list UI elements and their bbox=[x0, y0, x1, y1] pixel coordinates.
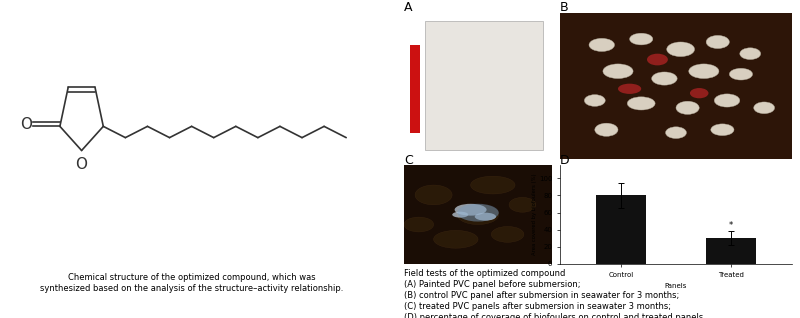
Text: O: O bbox=[20, 117, 32, 132]
Ellipse shape bbox=[647, 54, 668, 66]
Ellipse shape bbox=[652, 72, 677, 85]
Ellipse shape bbox=[603, 64, 633, 79]
Ellipse shape bbox=[404, 217, 434, 232]
Text: B: B bbox=[560, 1, 569, 14]
Text: O: O bbox=[75, 157, 88, 172]
Ellipse shape bbox=[740, 48, 761, 59]
Ellipse shape bbox=[458, 204, 498, 222]
Ellipse shape bbox=[627, 97, 655, 110]
Text: *: * bbox=[729, 221, 734, 230]
Ellipse shape bbox=[454, 204, 486, 216]
Ellipse shape bbox=[754, 102, 774, 114]
Bar bbox=[706, 238, 756, 264]
Ellipse shape bbox=[452, 212, 468, 218]
Ellipse shape bbox=[509, 197, 536, 212]
Y-axis label: Area covered by biofoulers (%): Area covered by biofoulers (%) bbox=[532, 174, 537, 255]
Ellipse shape bbox=[630, 33, 653, 45]
Ellipse shape bbox=[474, 213, 496, 221]
Ellipse shape bbox=[714, 94, 740, 107]
Ellipse shape bbox=[689, 64, 719, 79]
Ellipse shape bbox=[458, 205, 498, 225]
Ellipse shape bbox=[706, 35, 730, 49]
Ellipse shape bbox=[434, 231, 478, 248]
Ellipse shape bbox=[491, 226, 524, 242]
Ellipse shape bbox=[415, 185, 452, 205]
Ellipse shape bbox=[666, 127, 686, 139]
Ellipse shape bbox=[666, 42, 694, 57]
Text: A: A bbox=[404, 1, 413, 14]
Bar bbox=[410, 45, 420, 133]
Ellipse shape bbox=[676, 101, 699, 114]
Ellipse shape bbox=[730, 68, 753, 80]
Ellipse shape bbox=[594, 123, 618, 136]
Ellipse shape bbox=[690, 88, 709, 98]
Bar bbox=[425, 22, 543, 150]
Ellipse shape bbox=[710, 124, 734, 135]
Text: D: D bbox=[560, 154, 570, 167]
X-axis label: Panels: Panels bbox=[665, 283, 687, 289]
Ellipse shape bbox=[589, 38, 614, 52]
Text: C: C bbox=[404, 154, 413, 167]
Ellipse shape bbox=[470, 176, 515, 194]
Ellipse shape bbox=[584, 95, 606, 106]
Ellipse shape bbox=[618, 84, 642, 94]
Bar bbox=[596, 195, 646, 264]
Text: Chemical structure of the optimized compound, which was
synthesized based on the: Chemical structure of the optimized comp… bbox=[40, 273, 344, 293]
Text: Field tests of the optimized compound
(A) Painted PVC panel before submersion;
(: Field tests of the optimized compound (A… bbox=[404, 269, 792, 318]
